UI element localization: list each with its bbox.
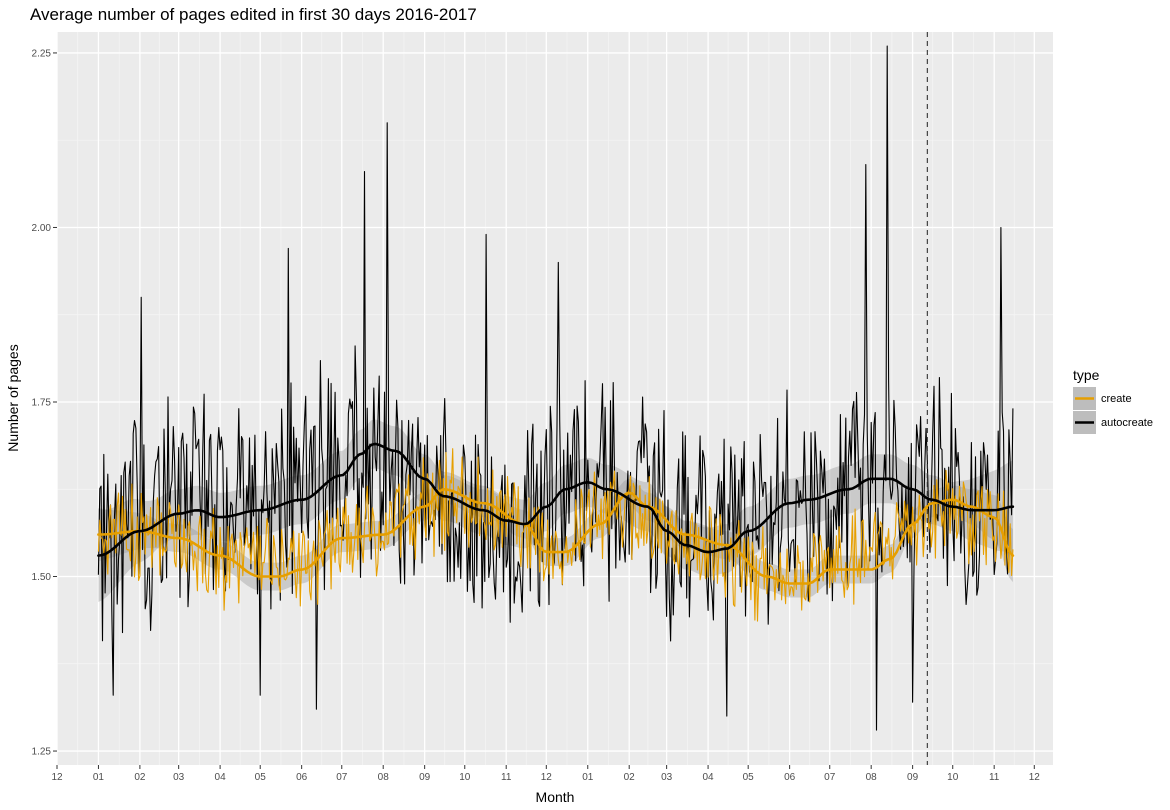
x-tick-label: 03 [173,772,185,783]
y-tick-label: 1.75 [32,397,52,408]
plot-panel [57,32,1053,765]
x-tick-label: 10 [947,772,959,783]
x-tick-label: 05 [255,772,267,783]
y-axis-title: Number of pages [5,344,21,451]
legend-label-autocreate: autocreate [1101,417,1153,429]
smooth-line-autocreate [97,442,1015,557]
x-tick-label: 08 [866,772,878,783]
legend-title: type [1073,367,1100,383]
x-tick-label: 01 [582,772,594,783]
x-tick-label: 01 [93,772,105,783]
x-tick-label: 08 [378,772,390,783]
x-tick-label: 06 [784,772,796,783]
chart-title: Average number of pages edited in first … [30,5,477,24]
x-tick-label: 04 [215,772,227,783]
x-tick-label: 07 [336,772,348,783]
legend-label-create: create [1101,393,1132,405]
x-tick-label: 04 [703,772,715,783]
raw-line-autocreate [97,45,1014,731]
x-axis: 12 01 02 03 04 05 06 07 08 09 10 11 12 01 02 03 04 05 06 07… [51,765,1040,783]
y-tick-label: 1.25 [32,747,52,758]
legend: type create autocreate [1073,367,1153,434]
x-tick-label: 12 [541,772,553,783]
y-tick-label: 2.25 [32,48,52,59]
x-axis-title: Month [536,789,575,805]
x-tick-label: 06 [296,772,308,783]
y-axis: 1.25 1.50 1.75 2.00 2.25 [32,48,57,758]
y-tick-label: 1.50 [32,572,52,583]
x-tick-label: 03 [661,772,673,783]
x-tick-label: 02 [134,772,146,783]
x-tick-label: 02 [624,772,636,783]
smooth-line-create [97,487,1015,585]
x-tick-label: 12 [1029,772,1041,783]
raw-line-create [97,448,1014,622]
x-tick-label: 09 [419,772,431,783]
x-tick-label: 11 [501,772,512,783]
raw-series-lines [97,45,1014,731]
x-tick-label: 05 [743,772,755,783]
x-tick-label: 10 [459,772,471,783]
x-tick-label: 07 [824,772,836,783]
x-tick-label: 11 [989,772,1000,783]
x-tick-label: 09 [907,772,919,783]
smooth-series-lines [97,442,1015,585]
y-tick-label: 2.00 [32,223,52,234]
x-tick-label: 12 [51,772,63,783]
